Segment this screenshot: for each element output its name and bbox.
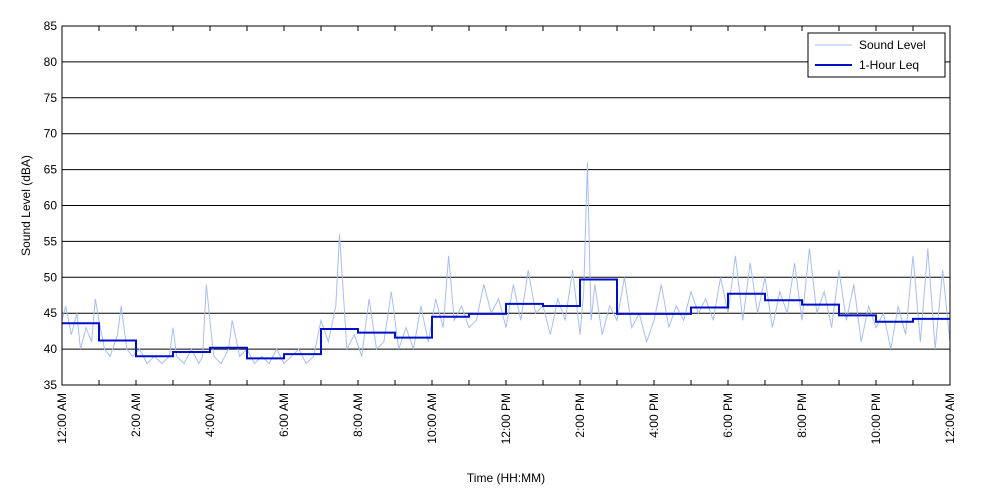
x-tick-label: 12:00 PM [499, 393, 513, 444]
y-tick-label: 65 [44, 163, 58, 177]
y-tick-label: 70 [44, 127, 58, 141]
y-tick-label: 85 [44, 19, 58, 33]
series-sound-level [61, 162, 951, 365]
legend-box [807, 32, 946, 78]
x-tick-label: 6:00 AM [277, 393, 291, 437]
y-axis-ticks: 35 40 45 50 55 60 65 70 75 80 85 [44, 19, 58, 392]
x-tick-label: 4:00 AM [203, 393, 217, 437]
y-tick-label: 60 [44, 199, 58, 213]
y-tick-label: 40 [44, 342, 58, 356]
plot-area-frame [61, 25, 951, 386]
legend-label-sound-level: Sound Level [859, 38, 926, 52]
y-axis-title: Sound Level (dBA) [19, 155, 33, 256]
x-tick-label: 6:00 PM [721, 393, 735, 438]
x-tick-label: 10:00 AM [425, 393, 439, 444]
y-tick-label: 50 [44, 270, 58, 284]
x-tick-label: 4:00 PM [647, 393, 661, 438]
legend-label-1-hour-leq: 1-Hour Leq [859, 58, 919, 72]
y-tick-label: 75 [44, 91, 58, 105]
y-tick-label: 55 [44, 234, 58, 248]
grid-lines [62, 61, 950, 350]
x-axis-title: Time (HH:MM) [467, 471, 545, 485]
y-tick-label: 35 [44, 378, 58, 392]
data-series [61, 162, 951, 365]
x-tick-label: 12:00 AM [943, 393, 957, 444]
x-tick-label: 8:00 AM [351, 393, 365, 437]
x-tick-label: 2:00 AM [129, 393, 143, 437]
series-1-hour-leq [62, 278, 950, 360]
y-tick-label: 80 [44, 55, 58, 69]
x-tick-label: 2:00 PM [573, 393, 587, 438]
x-tick-label: 12:00 AM [55, 393, 69, 444]
x-axis-ticks: 12:00 AM 2:00 AM 4:00 AM 6:00 AM 8:00 AM 10:0… [55, 26, 957, 444]
x-tick-label: 10:00 PM [869, 393, 883, 444]
legend: Sound Level 1-Hour Leq [807, 32, 946, 78]
y-tick-label: 45 [44, 306, 58, 320]
x-tick-label: 8:00 PM [795, 393, 809, 438]
